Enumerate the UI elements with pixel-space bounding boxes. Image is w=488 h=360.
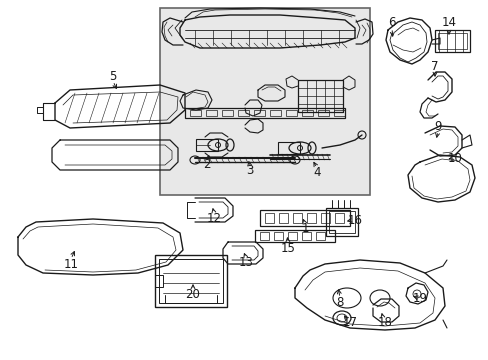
Bar (434, 30, 469, 52)
Bar (279, 213, 287, 223)
Text: 20: 20 (185, 288, 200, 302)
Bar (437, 33, 466, 49)
Bar (159, 259, 223, 303)
Bar (334, 213, 343, 223)
Bar (184, 108, 345, 118)
Bar (302, 232, 310, 240)
Text: 8: 8 (336, 297, 343, 310)
Text: 7: 7 (430, 59, 438, 72)
Text: 13: 13 (238, 256, 253, 270)
Bar (222, 110, 232, 116)
Bar (260, 210, 349, 226)
Bar (273, 232, 283, 240)
Bar (306, 213, 315, 223)
Text: 14: 14 (441, 17, 456, 30)
Bar (302, 110, 312, 116)
Bar (253, 110, 264, 116)
Bar (317, 110, 328, 116)
Bar (264, 213, 273, 223)
Text: 2: 2 (203, 158, 210, 171)
Text: 1: 1 (301, 221, 308, 234)
Bar (260, 232, 268, 240)
Text: 3: 3 (246, 165, 253, 177)
Bar (320, 213, 329, 223)
Bar (285, 110, 296, 116)
Text: 18: 18 (377, 315, 392, 328)
Bar (278, 142, 299, 154)
Text: 6: 6 (387, 17, 395, 30)
Bar (292, 213, 302, 223)
Bar (196, 139, 218, 151)
Bar (238, 110, 248, 116)
Bar (155, 275, 163, 287)
Bar (333, 110, 345, 116)
Text: 17: 17 (342, 315, 357, 328)
Bar (269, 110, 281, 116)
Bar (325, 208, 357, 236)
Text: 10: 10 (447, 152, 462, 165)
Bar (287, 232, 296, 240)
Text: 19: 19 (412, 292, 427, 305)
Bar (328, 211, 354, 233)
Text: 12: 12 (206, 211, 221, 225)
Text: 15: 15 (280, 242, 295, 255)
Bar (160, 8, 369, 195)
Bar (254, 230, 334, 242)
Text: 5: 5 (109, 69, 117, 82)
Text: 4: 4 (313, 166, 320, 179)
Text: 11: 11 (63, 257, 79, 270)
Bar (205, 110, 217, 116)
Bar (155, 255, 226, 307)
Bar (297, 80, 342, 112)
Bar (190, 110, 201, 116)
Bar (315, 232, 325, 240)
Text: 9: 9 (433, 120, 441, 132)
Text: 16: 16 (347, 213, 362, 226)
